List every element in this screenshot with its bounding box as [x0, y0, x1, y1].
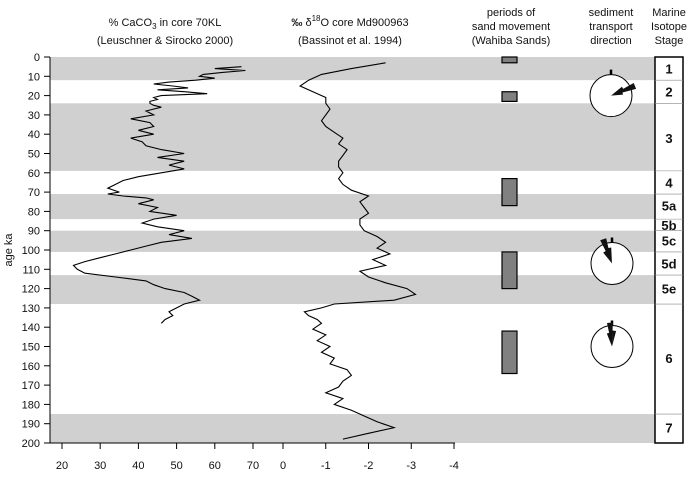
caco3-reference: (Leuschner & Sirocko 2000)	[97, 35, 233, 47]
y-tick-label-16: 160	[22, 361, 40, 373]
y-tick-label-4: 40	[28, 129, 40, 141]
rose-petal-0-2	[611, 91, 623, 96]
mis-header-2: Isotope	[651, 21, 687, 33]
y-tick-label-2: 20	[28, 91, 40, 103]
x-tick-label-d18o-1: -1	[321, 460, 331, 472]
transport-roses	[589, 69, 637, 368]
sand-period-bar-3	[501, 251, 518, 290]
x-tick-label-d18o-3: -3	[406, 460, 416, 472]
y-tick-label-18: 180	[22, 399, 40, 411]
y-tick-label-1: 10	[28, 71, 40, 83]
y-tick-label-12: 120	[22, 284, 40, 296]
transport-header-3: direction	[590, 35, 632, 47]
mis-header-3: Stage	[655, 35, 684, 47]
d18o-series-line	[298, 62, 417, 440]
gray-band-1	[50, 103, 655, 171]
sand-period-bar-4	[501, 330, 518, 375]
sand-header-2: sand movement	[472, 21, 550, 33]
stage-label-5e: 5e	[662, 282, 676, 297]
y-tick-label-20: 200	[22, 438, 40, 450]
stage-label-5c: 5c	[662, 233, 676, 248]
sand-header-3: (Wahiba Sands)	[472, 35, 550, 47]
sand-movement-bars	[501, 56, 518, 375]
y-tick-label-11: 110	[22, 264, 40, 276]
d18o-reference: (Bassinot et al. 1994)	[298, 35, 402, 47]
y-tick-label-0: 0	[34, 52, 40, 64]
stage-label-2: 2	[665, 85, 672, 100]
rose-petal-0-1	[611, 86, 624, 96]
stage-label-1: 1	[665, 62, 672, 77]
y-tick-label-3: 30	[28, 110, 40, 122]
sand-period-bar-0	[501, 56, 518, 64]
y-tick-label-5: 50	[28, 149, 40, 161]
x-tick-label-d18o-0: 0	[280, 460, 286, 472]
y-tick-label-7: 70	[28, 187, 40, 199]
sand-period-bar-1	[501, 91, 518, 102]
y-tick-label-17: 170	[22, 380, 40, 392]
y-axis-label: age ka	[3, 233, 15, 267]
x-ticks: 20 30 40 50 60 70 0 -1 -2 -3 -4	[56, 443, 459, 472]
rose-petal-1-2	[603, 250, 612, 264]
stage-label-3: 3	[665, 131, 672, 146]
stage-label-5d: 5d	[661, 257, 676, 272]
rose-petal-2-1	[606, 332, 612, 347]
gray-bands	[50, 57, 655, 443]
x-tick-label-caco3-0: 20	[56, 460, 68, 472]
x-tick-label-d18o-4: -4	[449, 460, 459, 472]
x-tick-label-d18o-2: -2	[364, 460, 374, 472]
y-tick-label-6: 60	[28, 168, 40, 180]
rose-petal-2-2	[612, 330, 617, 347]
transport-rose-2	[590, 320, 634, 368]
x-tick-label-caco3-5: 70	[247, 460, 259, 472]
mis-column-frame	[654, 56, 684, 444]
stage-label-5a: 5a	[662, 199, 677, 214]
rose-petal-1-1	[607, 247, 612, 264]
transport-rose-0	[589, 69, 637, 118]
y-tick-label-19: 190	[22, 419, 40, 431]
sand-header-1: periods of	[487, 7, 536, 19]
stage-label-5b: 5b	[661, 218, 676, 233]
stage-label-4: 4	[665, 175, 673, 190]
gray-band-3	[50, 230, 655, 252]
sand-period-bar-2	[501, 177, 518, 207]
x-tick-label-caco3-4: 60	[209, 460, 221, 472]
stage-label-6: 6	[665, 351, 672, 366]
d18o-header: ‰ δ18O core Md900963	[291, 14, 408, 29]
transport-header-1: sediment	[589, 7, 634, 19]
caco3-header: % CaCO3 in core 70KL	[109, 17, 222, 31]
y-tick-label-14: 140	[22, 322, 40, 334]
transport-rose-1	[590, 237, 634, 286]
y-tick-label-8: 80	[28, 206, 40, 218]
y-ticks: 0 10 20 30 40 50 60 70 80 90 100 110 120 130 140 150 160…	[22, 52, 50, 450]
gray-band-4	[50, 275, 655, 305]
x-tick-label-caco3-3: 50	[170, 460, 182, 472]
gray-band-5	[50, 414, 655, 443]
transport-header-2: transport	[589, 21, 632, 33]
stage-label-7: 7	[665, 421, 672, 436]
x-tick-label-caco3-1: 30	[94, 460, 106, 472]
y-tick-label-13: 130	[22, 303, 40, 315]
mis-header-1: Marine	[652, 7, 686, 19]
y-tick-label-10: 100	[22, 245, 40, 257]
y-tick-label-9: 90	[28, 226, 40, 238]
y-tick-label-15: 150	[22, 342, 40, 354]
x-tick-label-caco3-2: 40	[132, 460, 144, 472]
caco3-series-line	[72, 66, 246, 324]
